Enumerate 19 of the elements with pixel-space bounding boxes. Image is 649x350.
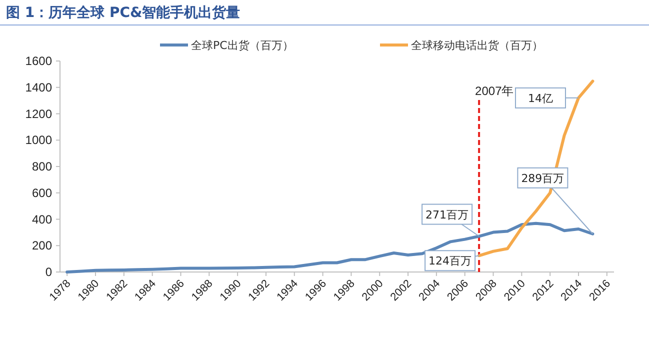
y-tick-label: 600 <box>32 186 52 200</box>
y-tick-label: 200 <box>32 238 52 253</box>
annotation: 124百万 <box>428 254 472 268</box>
ref-line-label: 2007年 <box>475 84 514 98</box>
y-tick-label: 0 <box>45 265 52 279</box>
y-tick-label: 400 <box>32 212 52 226</box>
y-tick-label: 1600 <box>25 54 52 68</box>
y-tick-label: 1200 <box>25 106 52 121</box>
line-series <box>478 80 594 258</box>
annotation: 271百万 <box>426 208 469 222</box>
line-series <box>66 222 594 274</box>
y-tick-label: 800 <box>32 160 52 174</box>
annotation: 289百万 <box>521 172 564 185</box>
chart-title: 图 1：历年全球 PC&智能手机出货量 <box>6 4 240 21</box>
legend-label: 全球移动电话出货（百万） <box>411 39 543 52</box>
y-tick-label: 1000 <box>25 133 52 148</box>
annotation: 14亿 <box>528 92 553 105</box>
legend-label: 全球PC出货（百万） <box>191 39 294 52</box>
y-tick-label: 1400 <box>25 80 52 94</box>
